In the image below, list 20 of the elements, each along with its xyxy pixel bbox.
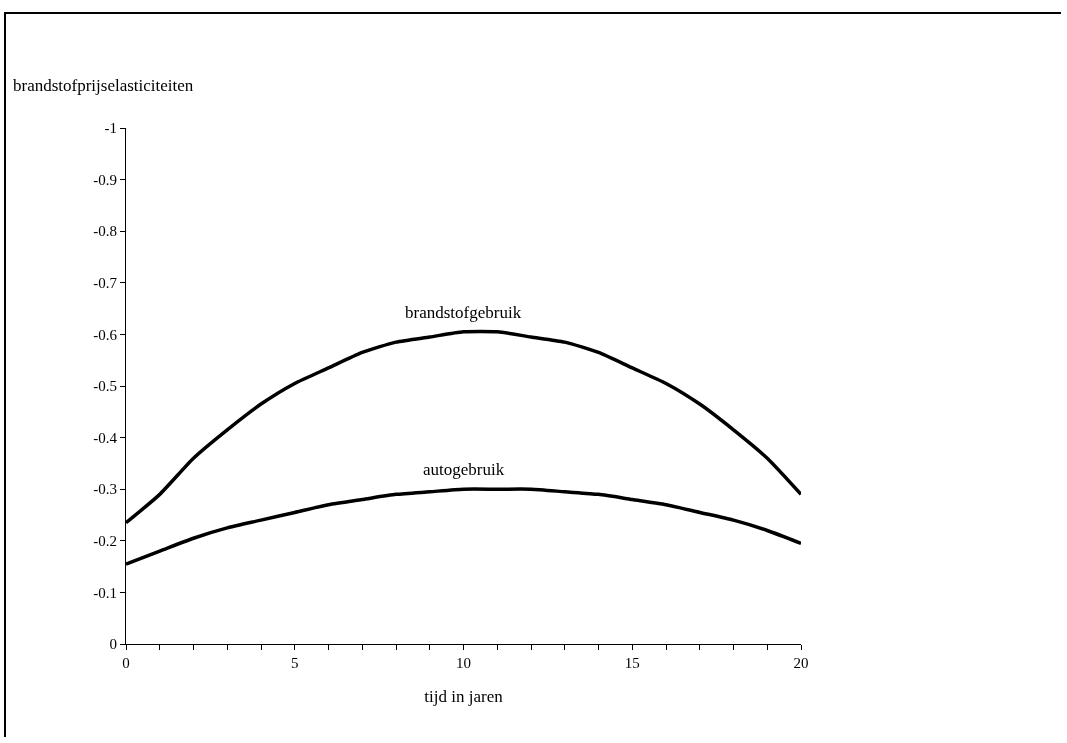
x-tick-label: 15: [624, 655, 640, 671]
series-label: autogebruik: [423, 460, 505, 479]
y-tick-label: -0.7: [93, 275, 118, 292]
y-tick-label: -1: [104, 120, 117, 137]
y-tick-label: -0.2: [93, 533, 117, 550]
x-tick-label: 10: [456, 655, 471, 671]
x-tick-label: 5: [291, 655, 299, 671]
x-tick-label: 0: [122, 655, 130, 671]
x-tick-label: 20: [793, 655, 809, 671]
y-tick-label: -0.6: [93, 326, 118, 343]
y-tick-label: -0.9: [93, 171, 117, 188]
y-tick-label: -0.4: [93, 429, 118, 446]
series-label: brandstofgebruik: [405, 303, 522, 322]
x-axis-title: tijd in jaren: [424, 687, 504, 707]
y-tick-label: -0.3: [93, 481, 117, 498]
y-tick-label: -0.5: [93, 378, 117, 395]
y-axis-title: brandstofprijselasticiteiten: [13, 76, 194, 95]
y-tick-label: -0.8: [93, 223, 117, 240]
y-tick-label: 0: [109, 636, 117, 653]
y-tick-label: -0.1: [93, 584, 117, 601]
